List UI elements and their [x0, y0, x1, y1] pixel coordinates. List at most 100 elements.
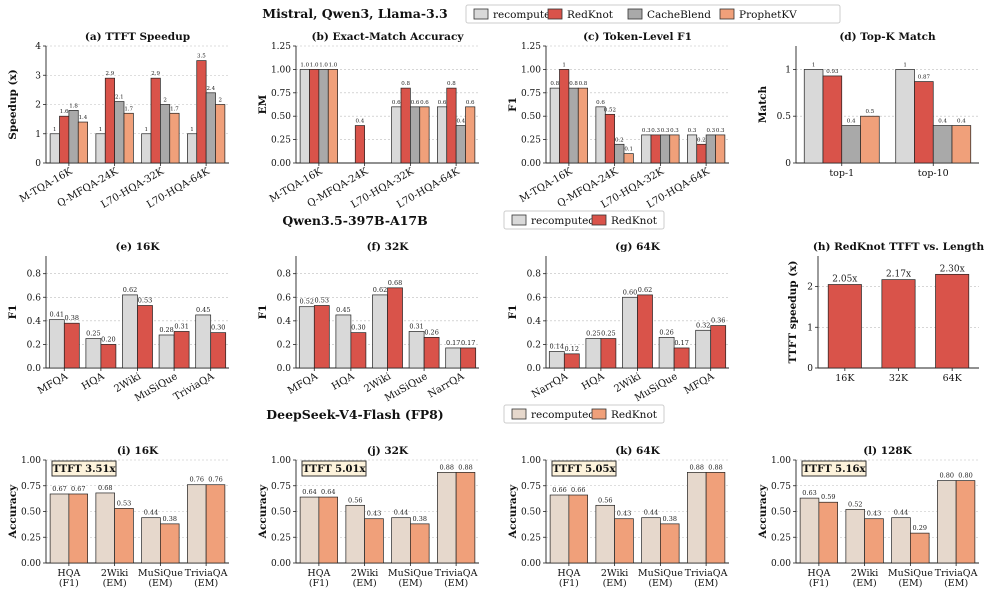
panel-title: (i) 16K	[117, 445, 159, 457]
y-tick-label: 0.4	[527, 317, 542, 327]
data-label: 1.0	[310, 62, 319, 68]
y-tick-label: 0.8	[27, 270, 42, 280]
x-tick-label-line: MuSiQue	[638, 568, 683, 579]
legend-label: RedKnot	[611, 409, 658, 421]
bar	[637, 294, 653, 369]
data-label: 0.56	[598, 496, 612, 504]
data-label: 0.52	[604, 107, 616, 113]
data-label: 0.3	[661, 128, 670, 134]
legend-label: recomputed	[531, 409, 595, 421]
y-tick-label: 0.5	[777, 112, 792, 122]
y-tick-label: 0.75	[771, 482, 791, 492]
legend-swatch	[511, 408, 527, 420]
bar	[695, 329, 712, 369]
bar	[465, 106, 476, 164]
bar	[48, 319, 65, 369]
y-axis-label: TTFT speedup (x)	[787, 261, 799, 364]
bar	[437, 472, 457, 564]
x-tick-label-line: (EM)	[194, 578, 218, 589]
bar	[195, 314, 212, 369]
bar	[799, 497, 820, 564]
data-label: 0.3	[670, 128, 679, 134]
data-label: 0.88	[440, 463, 454, 471]
x-tick-label-line: 2Wiki	[101, 568, 128, 579]
data-label: 0.17	[674, 339, 688, 347]
bar	[864, 518, 884, 564]
panel-title: (b) Exact-Match Accuracy	[312, 31, 465, 43]
data-label: 0.66	[552, 486, 566, 494]
bar	[650, 134, 661, 164]
data-label: 0.30	[351, 324, 365, 332]
x-tick-label-line: (EM)	[353, 578, 377, 589]
data-label: 0.38	[65, 314, 79, 322]
x-tick-label-line: (EM)	[853, 578, 877, 589]
bar	[158, 334, 175, 369]
x-tick-label-line: HQA	[57, 568, 80, 579]
legend-row-2: recomputed RedKnot	[503, 210, 665, 230]
panel-h: (h) RedKnot TTFT vs. Length 0 1 2 TTFT speed…	[787, 241, 984, 384]
data-label: 1	[562, 62, 566, 68]
x-tick-label-line: (EM)	[103, 578, 127, 589]
y-tick-label: 0.00	[521, 559, 541, 569]
bar	[455, 472, 476, 564]
data-label: 0.68	[98, 484, 112, 492]
bar	[372, 294, 388, 369]
data-label: 0.67	[71, 485, 85, 493]
x-tick-label-line: (EM)	[944, 578, 968, 589]
data-label: 1.6	[60, 109, 69, 115]
y-tick-label: 0.75	[521, 482, 541, 492]
y-tick-label: 0.00	[21, 559, 41, 569]
x-tick-label-line: HQA	[807, 568, 830, 579]
x-tick-label-line: (EM)	[398, 578, 422, 589]
bar	[623, 153, 634, 164]
bar	[122, 294, 138, 369]
bar	[298, 306, 315, 369]
legend-row-1: recompute RedKnot CacheBlend ProphetKV	[465, 4, 841, 24]
y-tick-label: 0.50	[521, 112, 541, 122]
data-label: 0.45	[196, 306, 210, 314]
bar	[568, 87, 579, 164]
y-tick-label: 0.2	[277, 340, 291, 350]
bar	[660, 523, 680, 564]
legend-swatch	[719, 8, 735, 20]
y-axis-label: F1	[7, 305, 19, 320]
data-label: 0.31	[409, 322, 423, 330]
data-label: 0.38	[663, 515, 677, 523]
x-tick-label-line: (EM)	[648, 578, 672, 589]
data-label: 2.9	[106, 71, 115, 77]
y-tick-label: 1.00	[521, 456, 541, 466]
y-tick-label: 0.6	[277, 293, 292, 303]
data-label: 0.45	[336, 306, 350, 314]
ttft-badge	[51, 460, 117, 477]
bar	[818, 501, 838, 564]
data-label: 0.4	[957, 119, 966, 125]
bar	[137, 305, 153, 369]
data-label: 0.53	[117, 499, 131, 507]
y-tick-label: 1.00	[271, 65, 291, 75]
bar	[95, 492, 115, 564]
bar	[173, 331, 190, 369]
panel-l: (l) 128K 0.00 0.25 0.50 0.75 1.00 Accuracy 0.63…	[757, 445, 979, 589]
data-label: 0.25	[86, 330, 100, 338]
bar	[951, 125, 972, 164]
bar	[955, 480, 976, 564]
legend-label: ProphetKV	[739, 9, 797, 21]
data-label: 3.5	[197, 54, 206, 60]
data-label: 0.60	[623, 288, 637, 296]
y-tick-label: 0.75	[21, 482, 41, 492]
bar	[313, 305, 330, 369]
bar	[895, 69, 915, 164]
data-label: 0.80	[958, 472, 972, 480]
legend-label: RedKnot	[611, 215, 658, 227]
x-tick-label: 2Wiki (EM)	[351, 568, 378, 589]
data-label: 0.6	[438, 100, 447, 106]
y-tick-label: 0.75	[271, 89, 291, 99]
data-label: 0.88	[708, 463, 722, 471]
data-label: 0.76	[208, 476, 222, 484]
data-label: 0.4	[847, 119, 856, 125]
y-tick-label: 0.25	[271, 533, 291, 543]
x-tick-label-line: 2Wiki	[351, 568, 378, 579]
legend-swatch	[627, 8, 643, 20]
data-label: 0.4	[456, 119, 465, 125]
panel-title: (g) 64K	[615, 241, 661, 253]
